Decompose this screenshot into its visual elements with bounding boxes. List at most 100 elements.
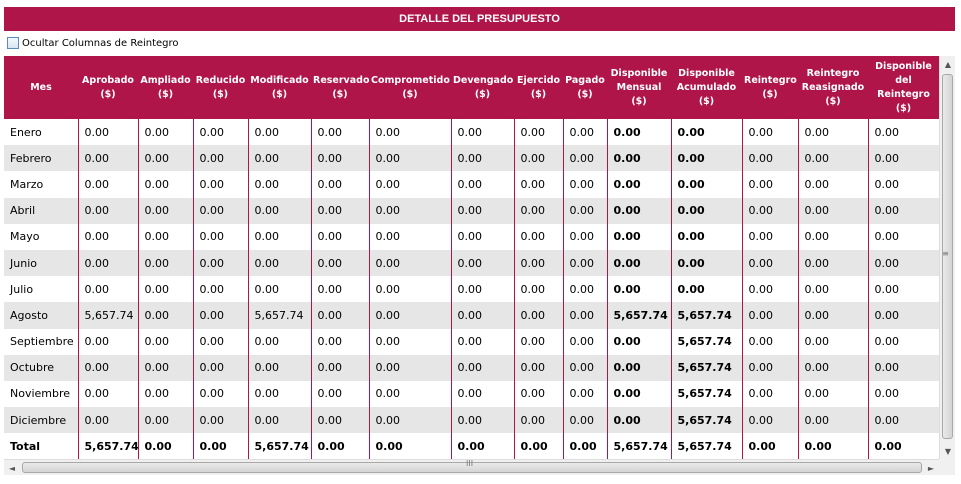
table-cell: 0.00: [138, 433, 194, 459]
table-cell: 0.00: [193, 197, 249, 224]
table-cell: 0.00: [311, 328, 370, 355]
table-cell: 0.00: [868, 354, 939, 381]
table-cell: 0.00: [563, 354, 608, 381]
table-cell: 0.00: [798, 223, 869, 250]
table-cell: 0.00: [607, 380, 672, 408]
table-cell: 0.00: [138, 249, 194, 277]
table-cell: 0.00: [369, 197, 452, 224]
table-cell: 5,657.74: [671, 380, 743, 408]
table-cell: 0.00: [798, 119, 869, 146]
horizontal-scroll-thumb[interactable]: [22, 462, 922, 473]
table-cell: 0.00: [563, 171, 608, 198]
scroll-down-icon[interactable]: ▼: [944, 446, 952, 456]
table-cell: 0.00: [868, 171, 939, 198]
hide-reintegro-toggle[interactable]: Ocultar Columnas de Reintegro: [7, 35, 179, 51]
table-cell: 0.00: [798, 276, 869, 303]
vertical-scrollbar[interactable]: ▲ ≡ ▼: [939, 56, 955, 459]
col-header-mes[interactable]: Mes: [4, 56, 78, 119]
table-cell: 0.00: [78, 119, 139, 146]
table-cell: 0.00: [514, 328, 564, 355]
col-header-disponible-acumulado[interactable]: Disponible Acumulado ($): [671, 56, 742, 119]
table-cell: 0.00: [671, 249, 743, 277]
table-cell: 0.00: [514, 145, 564, 172]
table-cell: 5,657.74: [607, 302, 672, 329]
table-cell: 0.00: [369, 276, 452, 303]
table-cell: 0.00: [451, 171, 515, 198]
table-cell: 0.00: [514, 197, 564, 224]
table-row: Junio 0.00 0.00 0.00 0.00 0.00 0.00 0.00 0.00 0.0…: [4, 249, 939, 277]
table-cell: 0.00: [607, 197, 672, 224]
table-cell: 0.00: [369, 145, 452, 172]
table-cell: 0.00: [311, 223, 370, 250]
table-cell: 0.00: [248, 328, 312, 355]
table-cell: 0.00: [671, 145, 743, 172]
table-cell: 0.00: [78, 249, 139, 277]
table-cell: 0.00: [451, 197, 515, 224]
col-header-aprobado[interactable]: Aprobado ($): [78, 56, 138, 119]
table-row: Febrero 0.00 0.00 0.00 0.00 0.00 0.00 0.00 0.00 0…: [4, 145, 939, 172]
table-cell: 0.00: [563, 119, 608, 146]
table-cell: 0.00: [607, 119, 672, 146]
col-header-reintegro[interactable]: Reintegro ($): [742, 56, 798, 119]
col-header-disponible-mensual[interactable]: Disponible Mensual ($): [607, 56, 671, 119]
col-header-modificado[interactable]: Modificado ($): [248, 56, 311, 119]
col-header-reducido[interactable]: Reducido ($): [193, 56, 248, 119]
table-cell: 5,657.74: [671, 354, 743, 381]
scroll-up-icon[interactable]: ▲: [944, 59, 952, 69]
table-cell: 0.00: [248, 407, 312, 434]
table-row: Octubre 0.00 0.00 0.00 0.00 0.00 0.00 0.00 0.00 0…: [4, 354, 939, 381]
table-cell: 5,657.74: [78, 433, 139, 459]
table-cell: 0.00: [563, 302, 608, 329]
table-row: Mayo 0.00 0.00 0.00 0.00 0.00 0.00 0.00 0.00 0.00…: [4, 223, 939, 250]
table-cell: 0.00: [369, 433, 452, 459]
table-cell: 0.00: [311, 302, 370, 329]
table-cell: 0.00: [868, 433, 939, 459]
table-cell: 0.00: [138, 171, 194, 198]
col-header-devengado[interactable]: Devengado ($): [451, 56, 514, 119]
table-row: Marzo 0.00 0.00 0.00 0.00 0.00 0.00 0.00 0.00 0.0…: [4, 171, 939, 198]
table-cell: 0.00: [369, 302, 452, 329]
table-cell: 0.00: [798, 328, 869, 355]
table-row: Noviembre 0.00 0.00 0.00 0.00 0.00 0.00 0.00 0.0…: [4, 380, 939, 408]
table-cell: 0.00: [78, 223, 139, 250]
table-cell: 0.00: [798, 380, 869, 408]
col-header-ampliado[interactable]: Ampliado ($): [138, 56, 193, 119]
table-cell: 0.00: [138, 302, 194, 329]
table-cell: 0.00: [514, 354, 564, 381]
table-cell: 0.00: [798, 302, 869, 329]
col-header-comprometido[interactable]: Comprometido ($): [369, 56, 451, 119]
table-cell: 5,657.74: [671, 302, 743, 329]
col-header-disponible-del-reintegro[interactable]: Disponible del Reintegro ($): [868, 56, 939, 119]
table-cell: 0.00: [742, 354, 799, 381]
table-cell: 0.00: [607, 171, 672, 198]
table-cell: 5,657.74: [607, 433, 672, 459]
horizontal-scrollbar[interactable]: ◄ III ►: [4, 459, 939, 475]
col-header-pagado[interactable]: Pagado ($): [563, 56, 607, 119]
vertical-grip-icon: ≡: [942, 249, 949, 258]
vertical-scroll-thumb[interactable]: [942, 74, 953, 439]
hide-reintegro-checkbox[interactable]: [7, 37, 19, 49]
table-cell: 0.00: [311, 276, 370, 303]
table-cell: 0.00: [193, 249, 249, 277]
col-header-ejercido[interactable]: Ejercido ($): [514, 56, 563, 119]
table-row: Enero 0.00 0.00 0.00 0.00 0.00 0.00 0.00 0.00 0.0…: [4, 119, 939, 146]
table-cell: 0.00: [311, 249, 370, 277]
col-header-reintegro-reasignado[interactable]: Reintegro Reasignado ($): [798, 56, 868, 119]
table-cell: 0.00: [607, 145, 672, 172]
table-cell: 0.00: [78, 328, 139, 355]
table-cell: 0.00: [138, 145, 194, 172]
row-month-cell: Septiembre: [4, 328, 79, 355]
table-cell: 0.00: [193, 380, 249, 408]
scroll-left-icon[interactable]: ◄: [8, 463, 16, 473]
col-header-reservado[interactable]: Reservado ($): [311, 56, 369, 119]
table-row: Agosto 5,657.74 0.00 0.00 5,657.74 0.00 0.00 0.…: [4, 302, 939, 329]
table-cell: 0.00: [193, 354, 249, 381]
hide-reintegro-label[interactable]: Ocultar Columnas de Reintegro: [22, 37, 179, 49]
table-cell: 0.00: [607, 407, 672, 434]
scroll-right-icon[interactable]: ►: [927, 463, 935, 473]
table-cell: 0.00: [369, 249, 452, 277]
table-cell: 0.00: [868, 380, 939, 408]
table-cell: 0.00: [514, 380, 564, 408]
table-cell: 0.00: [193, 407, 249, 434]
table-cell: 0.00: [563, 223, 608, 250]
